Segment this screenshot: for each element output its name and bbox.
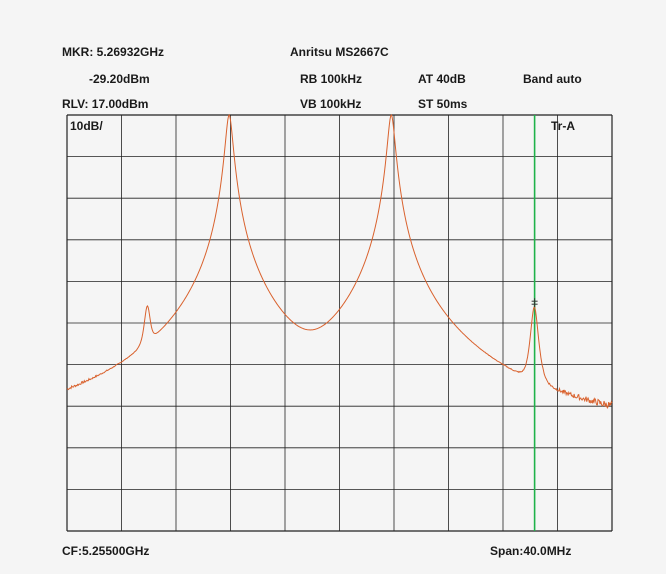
- scale-label: 10dB/: [70, 119, 103, 133]
- resolution-bandwidth: RB 100kHz: [300, 72, 363, 86]
- reference-level-readout: RLV: 17.00dBm: [62, 97, 149, 111]
- trace-label: Tr-A: [551, 119, 575, 133]
- video-bandwidth: VB 100kHz: [300, 97, 362, 111]
- center-frequency: CF:5.25500GHz: [62, 544, 150, 558]
- instrument-model: Anritsu MS2667C: [290, 45, 389, 59]
- sweep-time-setting: ST 50ms: [418, 97, 468, 111]
- band-setting: Band auto: [523, 72, 582, 86]
- marker-level-readout: -29.20dBm: [89, 72, 150, 86]
- spectrum-trace: [66, 113, 613, 410]
- attenuation-setting: AT 40dB: [418, 72, 466, 86]
- span-setting: Span:40.0MHz: [490, 544, 572, 558]
- marker-frequency-readout: MKR: 5.26932GHz: [62, 45, 165, 59]
